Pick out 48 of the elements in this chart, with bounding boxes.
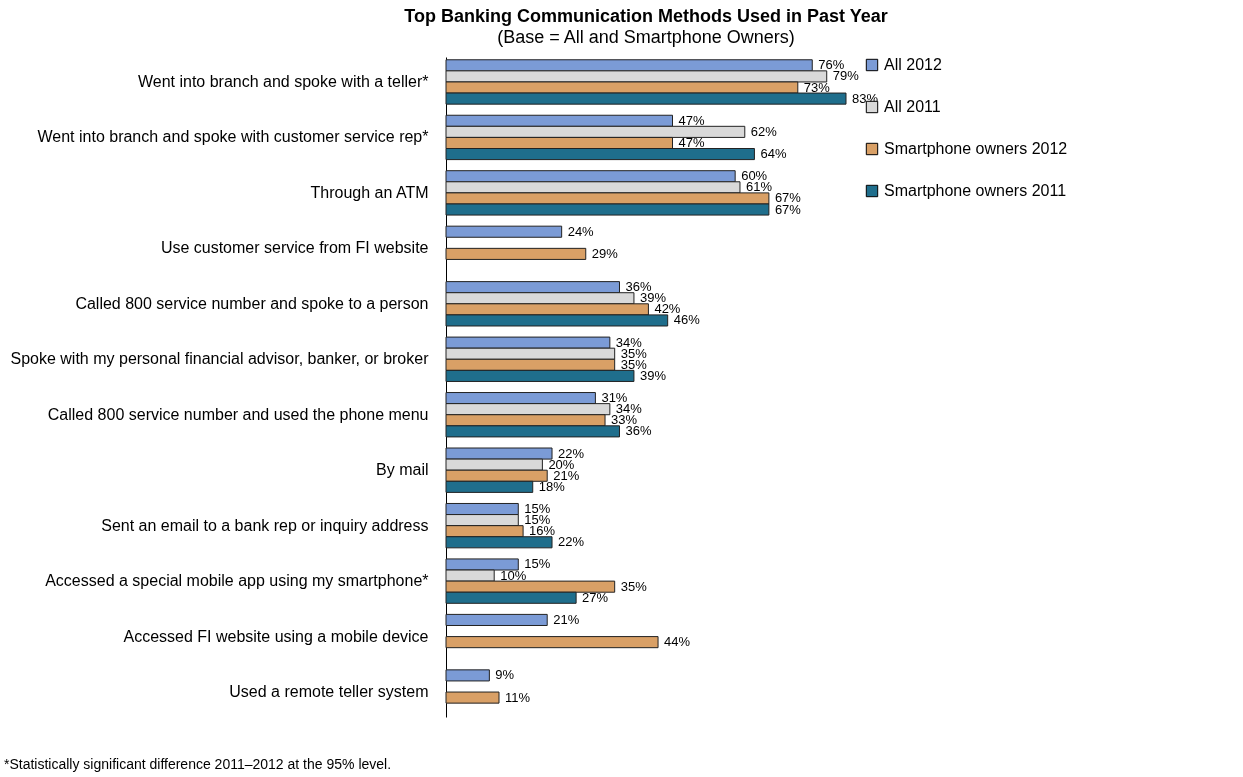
y-tick-label: Called 800 service number and used the phone menu: [47, 405, 429, 423]
data-label: 15%: [524, 556, 551, 572]
data-label: 27%: [582, 589, 609, 605]
data-label: 79%: [832, 68, 860, 84]
text: *Statistically significant difference 2011–2012 at the 95% level.: [4, 756, 392, 772]
data-label: 34%: [615, 334, 643, 350]
y-tick-label: Sent an email to a bank rep or inquiry address: [101, 516, 429, 534]
data-label: 21%: [553, 611, 580, 627]
y-tick-label: Spoke with my personal financial advisor, banker, or broker: [10, 350, 430, 368]
chart-title: Top Banking Communication Methods Used in Past Year: [404, 6, 888, 26]
y-tick-label: Used a remote teller system: [229, 683, 429, 701]
legend-label: All 2011: [884, 98, 941, 115]
bar: [445, 636, 659, 649]
data-label: 35%: [620, 578, 648, 594]
data-label: 24%: [567, 223, 595, 239]
bar: [445, 691, 500, 704]
bar: [445, 225, 563, 238]
y-tick-label: Use customer service from FI website: [160, 239, 429, 257]
data-label: 64%: [760, 146, 787, 162]
data-label: 16%: [529, 523, 556, 539]
chart-subtitle: (Base = All and Smartphone Owners): [497, 27, 795, 47]
y-tick-label: Went into branch and spoke with a teller*: [137, 72, 429, 90]
data-label: 11%: [505, 689, 531, 705]
legend-label: Smartphone owners 2011: [884, 182, 1067, 199]
bar: [445, 613, 548, 626]
bar: [445, 247, 587, 260]
data-label: 10%: [500, 567, 527, 583]
y-tick-label: By mail: [376, 461, 429, 479]
legend-label: All 2012: [884, 56, 942, 73]
y-tick-label: Went into branch and spoke with customer service rep*: [37, 128, 429, 146]
y-tick-label: Through an ATM: [310, 183, 429, 201]
data-label: 73%: [803, 79, 831, 95]
y-tick-label: Accessed a special mobile app using my smartphone*: [45, 572, 429, 590]
legend-label: Smartphone owners 2012: [884, 140, 1068, 157]
y-tick-label: Called 800 service number and spoke to a person: [75, 294, 429, 312]
bar: [445, 669, 490, 682]
data-label: 9%: [495, 667, 515, 683]
data-label: 62%: [750, 123, 778, 139]
data-label: 61%: [745, 179, 773, 195]
data-label: 29%: [591, 245, 619, 261]
data-label: 47%: [678, 134, 705, 150]
data-label: 22%: [558, 534, 585, 550]
data-label: 36%: [625, 423, 652, 439]
data-label: 44%: [664, 634, 691, 650]
data-label: 22%: [558, 445, 585, 461]
data-label: 46%: [673, 312, 701, 328]
y-tick-label: Accessed FI website using a mobile device: [123, 627, 429, 645]
data-label: 47%: [678, 112, 705, 128]
